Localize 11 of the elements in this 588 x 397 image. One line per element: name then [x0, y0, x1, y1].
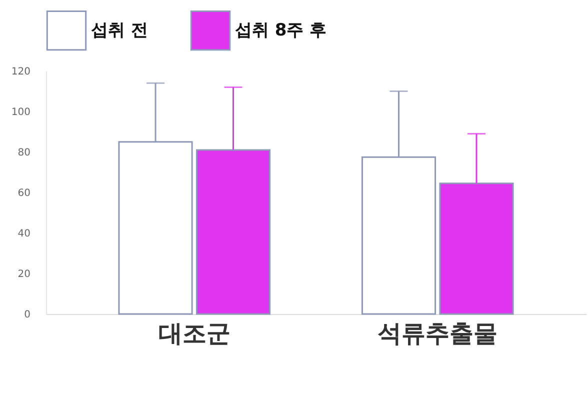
legend-label: 섭취 8주 후: [235, 20, 327, 41]
x-tick-label: 대조군: [158, 320, 230, 348]
x-tick-label: 석류추출물: [378, 320, 498, 348]
y-tick-label: 80: [18, 148, 30, 158]
legend-label: 섭취 전: [91, 20, 148, 41]
y-tick-label: 0: [24, 310, 30, 320]
y-tick-label: 120: [11, 66, 30, 78]
y-tick-label: 40: [18, 228, 30, 240]
y-tick-label: 100: [11, 107, 30, 118]
y-tick-label: 20: [18, 269, 30, 280]
y-tick-label: 60: [18, 188, 30, 199]
